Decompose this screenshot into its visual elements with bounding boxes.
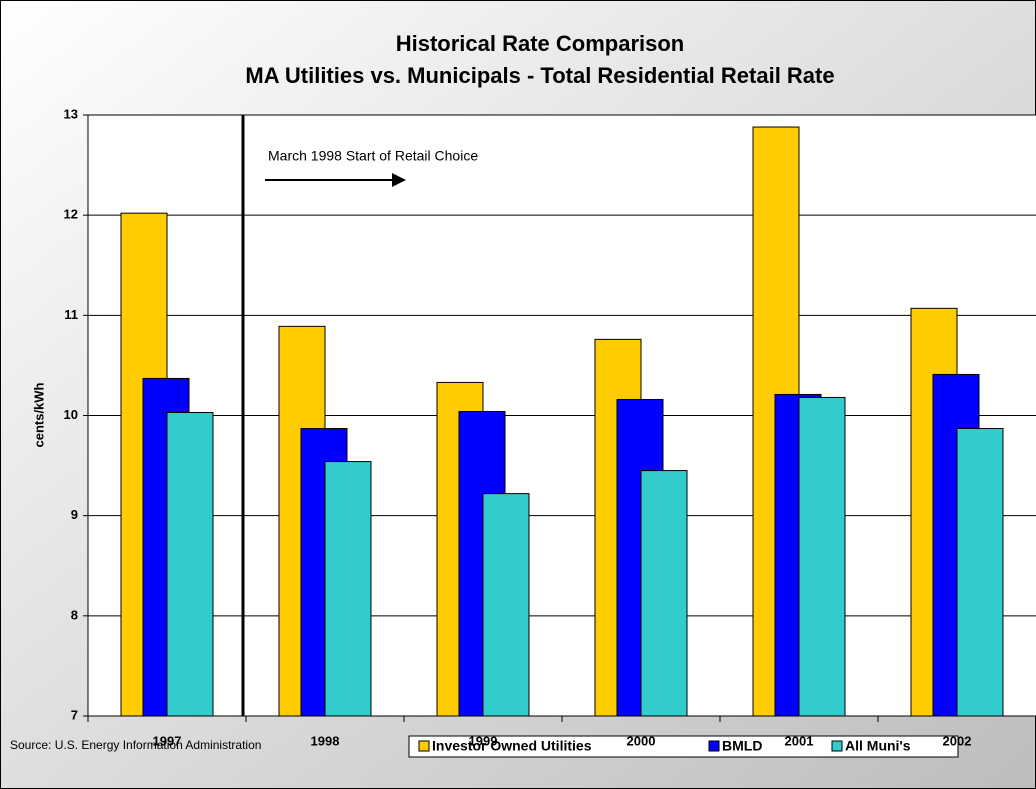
chart-title: Historical Rate Comparison bbox=[396, 31, 685, 56]
y-tick-label: 8 bbox=[71, 607, 78, 622]
chart-subtitle: MA Utilities vs. Municipals - Total Resi… bbox=[245, 63, 834, 88]
annotation-arrowhead bbox=[392, 173, 406, 187]
bar bbox=[482, 493, 530, 717]
x-tick-label: 1999 bbox=[469, 733, 498, 748]
bar bbox=[324, 461, 372, 717]
y-tick-label: 11 bbox=[64, 307, 78, 322]
y-tick-label: 9 bbox=[71, 507, 78, 522]
legend-swatch bbox=[708, 740, 720, 752]
x-tick-label: 1997 bbox=[153, 733, 182, 748]
x-tick-label: 2001 bbox=[785, 733, 814, 748]
annotation: March 1998 Start of Retail Choice bbox=[268, 148, 478, 164]
x-tick-label: 1998 bbox=[311, 733, 340, 748]
legend-swatch bbox=[831, 740, 843, 752]
legend bbox=[408, 735, 959, 758]
legend-label: All Muni's bbox=[845, 738, 911, 754]
y-axis-label: cents/kWh bbox=[31, 382, 46, 447]
bar bbox=[640, 470, 688, 717]
source: Source: U.S. Energy Information Administ… bbox=[10, 738, 261, 752]
legend-label: Investor Owned Utilities bbox=[432, 738, 592, 754]
x-tick-label: 2002 bbox=[943, 733, 972, 748]
legend-label: BMLD bbox=[722, 738, 762, 754]
y-tick-label: 7 bbox=[71, 707, 78, 722]
legend-swatch bbox=[418, 740, 430, 752]
y-tick-label: 13 bbox=[64, 106, 78, 121]
bar bbox=[166, 411, 214, 717]
y-tick-label: 10 bbox=[64, 407, 78, 422]
y-tick-label: 12 bbox=[64, 207, 78, 222]
x-tick-label: 2000 bbox=[627, 733, 656, 748]
bar bbox=[798, 396, 846, 717]
bar bbox=[956, 428, 1004, 717]
